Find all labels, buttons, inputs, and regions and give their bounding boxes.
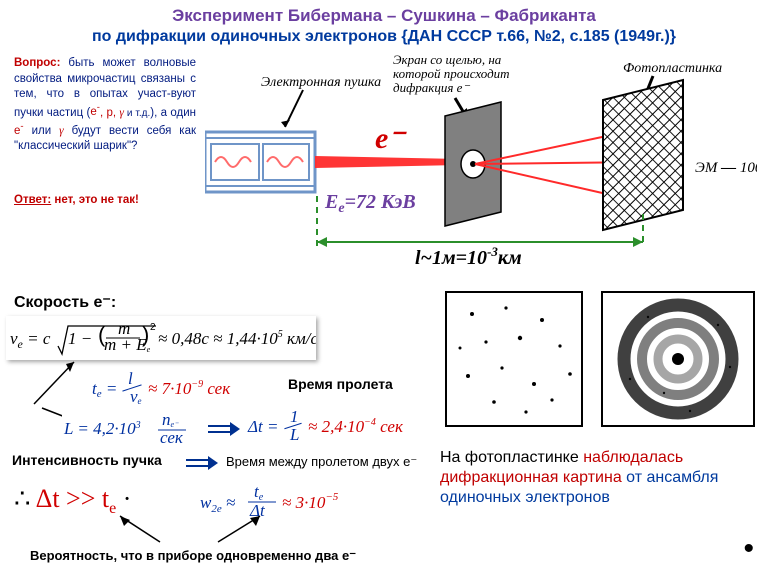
length-label: l~1м=10-3км [415,244,522,269]
svg-text:Δt =: Δt = [247,417,278,436]
svg-text:ve: ve [130,387,142,406]
screen-label: Экран со щелью, накоторой происходитдифр… [393,52,510,95]
footer-dot-icon: • [743,532,754,566]
svg-text:te: te [254,482,264,503]
svg-text:≈ 2,4·10−4 сек: ≈ 2,4·10−4 сек [308,417,404,436]
svg-text:l: l [128,370,133,388]
implies-arrow-icon [206,418,242,440]
svg-text:сек: сек [160,428,184,447]
photographic-plate [603,80,683,230]
prob-label: Вероятность, что в приборе одновременно … [30,548,356,564]
energy-label: Ee=72 КэВ [324,191,416,216]
conclusion-text: На фотопластинке наблюдалась дифракционн… [440,448,756,508]
title-line-2: по дифракции одиночных электронов {ДАН С… [0,28,768,46]
between-label: Время между пролетом двух e⁻ [226,454,417,470]
eq-velocity: ve = c 1 − ( ) 2 m m + Ee ≈ 0,48c ≈ 1,44… [6,316,316,360]
eq-flight-time: te = l ve ≈ 7·10−9 сек [90,370,280,406]
svg-text:≈ 0,48c ≈ 1,44·105 км/сек: ≈ 0,48c ≈ 1,44·105 км/сек [158,329,316,348]
svg-text:≈ 7·10−9 сек: ≈ 7·10−9 сек [148,379,231,398]
answer-block: Ответ: нет, это не так! [14,194,139,206]
svg-text:ve = c: ve = c [10,329,51,351]
speed-label: Скорость e⁻: [14,292,116,312]
svg-text:w2e ≈: w2e ≈ [200,493,235,515]
svg-text:1 −: 1 − [68,329,92,348]
eq-intensity: L = 4,2·103 ne⁻ сек [62,412,202,448]
e-label: e⁻ [375,122,407,155]
experiment-diagram: Электронная пушка Экран со щелью, накото… [205,52,757,282]
title-line-1: Эксперимент Бибермана – Сушкина – Фабрик… [0,6,768,26]
electron-gun [205,132,315,192]
svg-text:L = 4,2·103: L = 4,2·103 [63,419,141,438]
svg-text:te =: te = [92,379,117,400]
gun-label: Электронная пушка [261,75,381,90]
svg-text:L: L [289,425,299,444]
diffraction-images [442,290,758,430]
intensity-label: Интенсивность пучка [12,452,162,468]
eq-delta-t: Δt = 1 L ≈ 2,4·10−4 сек [246,410,436,444]
em-label: ЭМ — 100 [695,160,757,176]
svg-text:≈ 3·10−5: ≈ 3·10−5 [282,491,339,512]
electron-beam [315,156,460,168]
svg-text:m + Ee: m + Ee [104,335,151,354]
question-block: Вопрос: быть может волновые свойства мик… [14,56,196,155]
flight-time-label: Время пролета [288,376,393,392]
implies-arrow-icon-2 [184,452,220,474]
svg-text:2: 2 [150,322,156,333]
svg-text:1: 1 [290,410,299,426]
svg-text:ne⁻: ne⁻ [162,412,179,429]
plate-label: Фотопластинка [623,61,722,76]
prob-arrows [110,514,290,548]
